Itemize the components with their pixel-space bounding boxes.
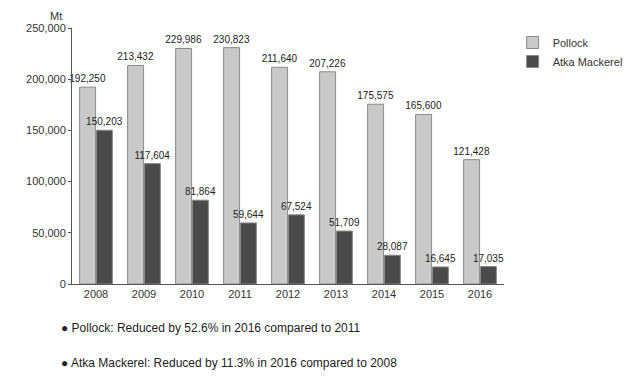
svg-text:67,524: 67,524 [281,201,312,212]
svg-text:229,986: 229,986 [165,34,202,45]
svg-text:2011: 2011 [228,288,252,300]
svg-text:250,000: 250,000 [26,22,66,34]
svg-text:Mt: Mt [50,10,62,22]
svg-text:150,203: 150,203 [86,116,123,127]
svg-text:2014: 2014 [372,288,396,300]
svg-text:2013: 2013 [324,288,348,300]
svg-text:● Pollock: Reduced by 52.6% in: ● Pollock: Reduced by 52.6% in 2016 comp… [61,321,361,335]
svg-text:165,600: 165,600 [405,100,442,111]
svg-text:Pollock: Pollock [553,37,589,49]
svg-text:213,432: 213,432 [117,51,154,62]
svg-text:2016: 2016 [468,288,492,300]
svg-text:17,035: 17,035 [473,253,504,264]
svg-text:2009: 2009 [132,288,156,300]
svg-text:81,864: 81,864 [185,186,216,197]
svg-text:2012: 2012 [276,288,300,300]
svg-text:59,644: 59,644 [233,209,264,220]
svg-text:211,640: 211,640 [262,53,298,64]
svg-text:192,250: 192,250 [69,73,106,84]
svg-text:2015: 2015 [420,288,444,300]
svg-text:175,575: 175,575 [357,90,394,101]
svg-text:2010: 2010 [180,288,204,300]
svg-text:● Atka Mackerel: Reduced by 11: ● Atka Mackerel: Reduced by 11.3% in 201… [61,356,397,370]
svg-text:51,709: 51,709 [329,217,360,228]
svg-text:150,000: 150,000 [26,124,66,136]
svg-text:230,823: 230,823 [213,34,250,45]
svg-text:207,226: 207,226 [309,58,346,69]
svg-text:121,428: 121,428 [453,146,490,157]
svg-text:0: 0 [60,278,66,290]
svg-text:200,000: 200,000 [26,73,66,85]
svg-text:50,000: 50,000 [32,227,66,239]
svg-text:117,604: 117,604 [134,150,170,161]
svg-text:16,645: 16,645 [425,253,456,264]
svg-text:Atka Mackerel: Atka Mackerel [553,56,623,68]
svg-text:28,087: 28,087 [377,241,408,252]
svg-text:100,000: 100,000 [26,175,66,187]
svg-text:2008: 2008 [84,288,108,300]
